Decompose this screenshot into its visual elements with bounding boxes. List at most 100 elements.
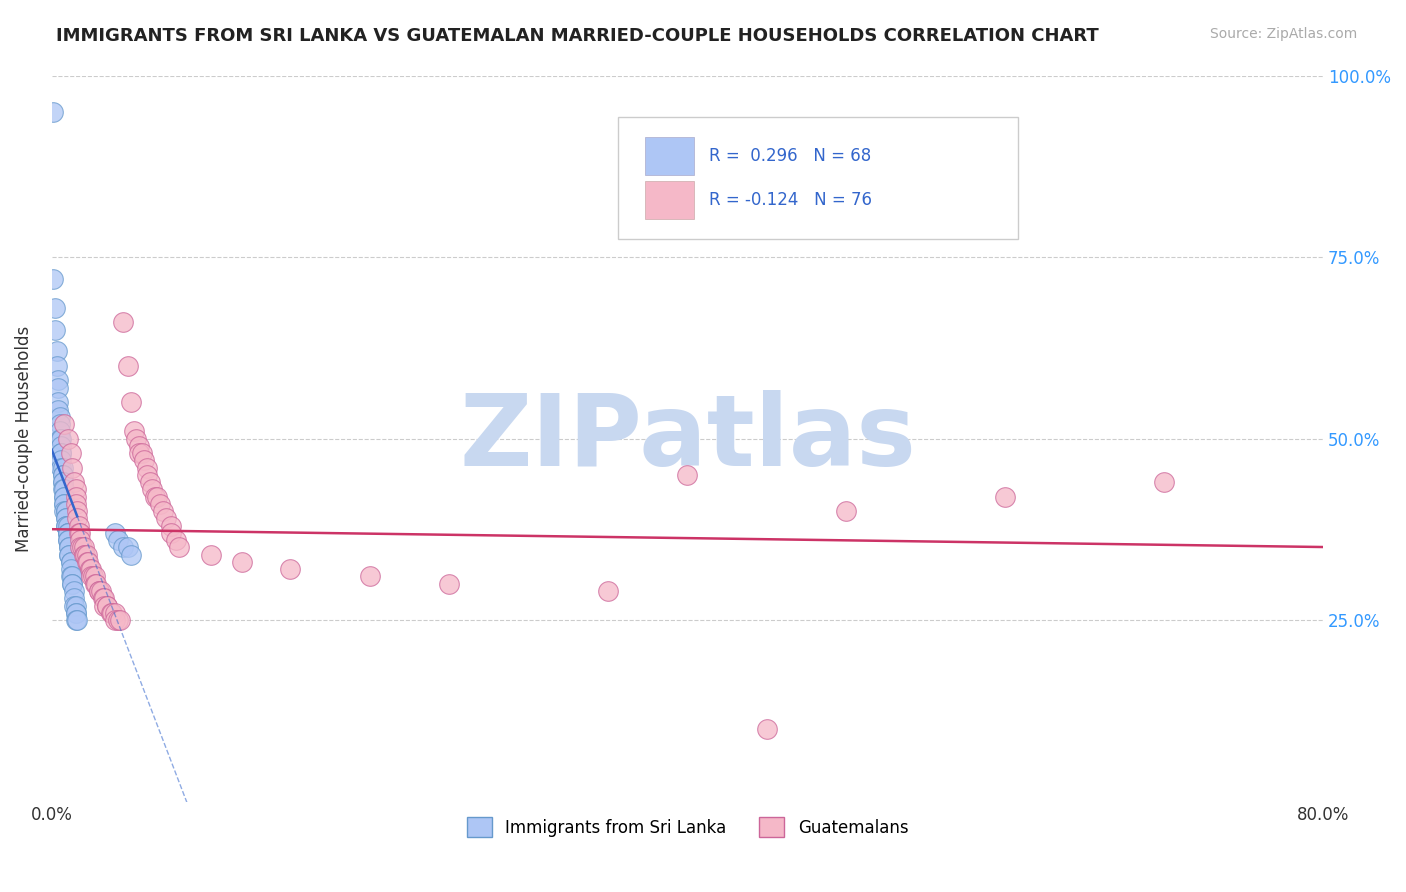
Point (42, 104, 65, 119)
Point (56, 533, 79, 548)
Point (80, 562, 103, 576)
Point (89, 584, 111, 599)
Point (56, 525, 79, 540)
Point (131, 446, 153, 460)
Point (53, 483, 76, 497)
Point (165, 533, 187, 548)
Point (117, 541, 139, 555)
Point (58, 541, 80, 555)
Point (45, 344, 67, 359)
Point (52, 467, 75, 482)
Point (160, 518, 183, 533)
Point (56, 525, 79, 540)
Point (93, 591, 115, 606)
Point (112, 315, 135, 329)
Point (51, 432, 73, 446)
Point (56, 533, 79, 548)
Point (124, 425, 146, 439)
Point (1153, 475, 1175, 489)
Point (59, 555, 82, 569)
Point (55, 504, 77, 518)
Point (53, 497, 76, 511)
Point (44, 301, 66, 315)
Point (136, 467, 159, 482)
Point (139, 475, 162, 489)
Point (44, 323, 66, 337)
Point (155, 511, 177, 525)
Point (56, 432, 79, 446)
Point (52, 467, 75, 482)
Point (55, 511, 77, 525)
Point (76, 548, 98, 562)
Point (91, 591, 114, 606)
Point (77, 555, 100, 569)
Legend: Immigrants from Sri Lanka, Guatemalans: Immigrants from Sri Lanka, Guatemalans (460, 811, 915, 844)
Point (55, 504, 77, 518)
Point (100, 606, 122, 620)
Point (52, 460, 75, 475)
Point (117, 359, 139, 373)
Point (167, 541, 190, 555)
Point (52, 475, 75, 489)
Point (65, 613, 87, 627)
Point (69, 541, 91, 555)
Point (65, 606, 87, 620)
Point (69, 525, 91, 540)
Point (104, 606, 127, 620)
Point (48, 409, 70, 424)
Point (51, 439, 73, 453)
Point (359, 569, 381, 583)
Point (83, 569, 105, 583)
Point (46, 395, 69, 409)
Point (79, 562, 101, 576)
Point (132, 453, 155, 467)
Point (63, 599, 86, 613)
Point (65, 599, 87, 613)
Point (108, 613, 131, 627)
Point (55, 511, 77, 525)
Point (128, 439, 150, 453)
FancyBboxPatch shape (645, 137, 693, 175)
Point (48, 417, 70, 431)
Point (48, 425, 70, 439)
Point (278, 562, 301, 576)
Point (136, 460, 159, 475)
Point (200, 548, 222, 562)
Point (45, 359, 67, 373)
Point (128, 446, 150, 460)
Point (82, 569, 104, 583)
Point (59, 446, 82, 460)
Point (62, 569, 84, 583)
Point (59, 555, 82, 569)
Point (89, 584, 111, 599)
Point (67, 525, 90, 540)
Point (53, 504, 76, 518)
Point (67, 518, 90, 533)
Point (107, 533, 129, 548)
Point (75, 548, 97, 562)
Text: R =  0.296   N = 68: R = 0.296 N = 68 (709, 147, 872, 165)
Text: IMMIGRANTS FROM SRI LANKA VS GUATEMALAN MARRIED-COUPLE HOUSEHOLDS CORRELATION CH: IMMIGRANTS FROM SRI LANKA VS GUATEMALAN … (56, 27, 1099, 45)
Text: ZIPatlas: ZIPatlas (458, 390, 915, 487)
Point (96, 599, 118, 613)
Point (53, 497, 76, 511)
Text: R = -0.124   N = 76: R = -0.124 N = 76 (709, 191, 872, 209)
Point (63, 584, 86, 599)
Point (63, 591, 86, 606)
Point (66, 511, 89, 525)
Point (62, 460, 84, 475)
Point (52, 483, 75, 497)
Point (755, 722, 778, 736)
Point (53, 490, 76, 504)
Point (59, 562, 82, 576)
Point (63, 475, 86, 489)
Point (596, 584, 619, 599)
Point (65, 483, 87, 497)
Point (676, 467, 699, 482)
Y-axis label: Married-couple Households: Married-couple Households (15, 326, 32, 551)
Point (107, 613, 129, 627)
FancyBboxPatch shape (617, 117, 1018, 239)
Point (66, 504, 89, 518)
Point (835, 504, 858, 518)
Point (62, 576, 84, 591)
